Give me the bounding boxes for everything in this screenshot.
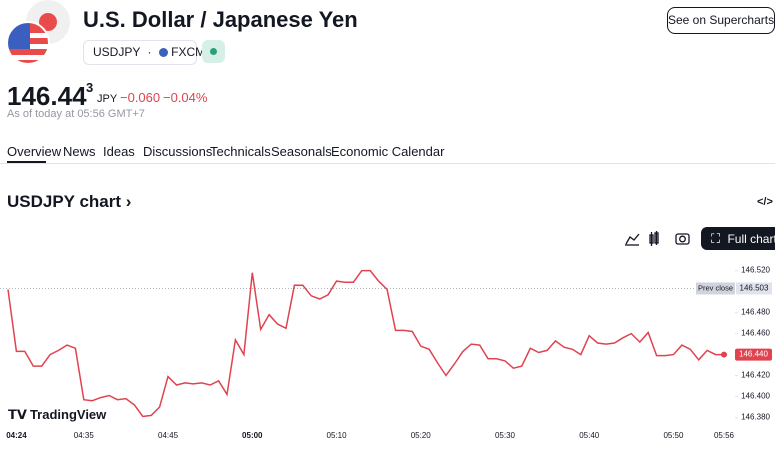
area-icon[interactable] bbox=[625, 233, 640, 246]
embed-icon[interactable]: </> bbox=[757, 196, 773, 208]
y-tick-label: 146.380 bbox=[741, 413, 770, 422]
market-status[interactable] bbox=[202, 40, 225, 63]
change-percent: −0.04% bbox=[163, 90, 208, 105]
prev-close-title: Prev close bbox=[698, 283, 733, 292]
exchange: FXCM bbox=[171, 45, 206, 59]
brand-logo: 𝗧𝗩 TradingView bbox=[8, 407, 107, 422]
prev-close-value: 146.503 bbox=[740, 284, 769, 293]
tab[interactable]: News bbox=[63, 144, 96, 159]
x-tick-label: 04:45 bbox=[158, 431, 179, 440]
brand: TradingView bbox=[29, 407, 107, 422]
title: U.S. Dollar / Japanese Yen bbox=[83, 7, 358, 32]
camera-icon[interactable] bbox=[675, 233, 690, 245]
x-tick-label: 05:10 bbox=[327, 431, 348, 440]
supercharts-button[interactable]: See on Supercharts bbox=[667, 7, 775, 34]
tab[interactable]: Seasonals bbox=[271, 144, 332, 159]
last-price-label: 146.440 bbox=[739, 350, 768, 359]
change: −0.060 bbox=[120, 90, 161, 105]
last-price-tag bbox=[735, 348, 772, 361]
currency: JPY bbox=[97, 93, 118, 105]
y-tick-label: 146.420 bbox=[741, 371, 770, 380]
prev-close-value-tag bbox=[736, 282, 772, 295]
tabs-divider bbox=[0, 163, 775, 164]
tab[interactable]: Technicals bbox=[210, 144, 271, 159]
last-point bbox=[721, 351, 727, 358]
flag-icons bbox=[6, 0, 70, 65]
separator: · bbox=[147, 45, 152, 59]
tab[interactable]: Economic Calendar bbox=[331, 144, 445, 159]
y-tick-label: 146.520 bbox=[741, 266, 770, 275]
symbol-chip[interactable]: USDJPY · FXCM ⌄ bbox=[83, 40, 223, 65]
price-sup: 3 bbox=[86, 80, 94, 95]
y-tick-label: 146.400 bbox=[741, 392, 770, 401]
x-tick-label: 05:56 bbox=[714, 431, 735, 440]
tab[interactable]: Discussions bbox=[143, 144, 213, 159]
tab[interactable]: Ideas bbox=[103, 144, 135, 159]
full-chart-button[interactable]: ⛶ Full chart bbox=[701, 227, 775, 250]
chart-title-text: USDJPY chart bbox=[7, 192, 122, 211]
chart-tools bbox=[625, 231, 690, 246]
tab-underline bbox=[7, 161, 46, 163]
chart-title[interactable]: USDJPY chart › bbox=[7, 192, 131, 212]
price-line bbox=[7, 269, 724, 418]
x-tick-label: 05:40 bbox=[579, 431, 600, 440]
x-tick-label: 04:24 bbox=[6, 431, 27, 440]
as-of: As of today at 05:56 GMT+7 bbox=[7, 108, 145, 120]
tab[interactable]: Overview bbox=[7, 144, 62, 159]
y-tick-label: 146.480 bbox=[741, 308, 770, 317]
x-tick-label: 05:50 bbox=[663, 431, 684, 440]
x-tick-label: 05:30 bbox=[495, 431, 516, 440]
chart: 146.520 146.480 146.460 146.420 146.400 146.3… bbox=[0, 266, 772, 440]
symbol: USDJPY bbox=[93, 45, 141, 59]
x-tick-label: 04:35 bbox=[74, 431, 95, 440]
price: 146.44 bbox=[7, 81, 87, 111]
prev-close-tag bbox=[696, 282, 735, 295]
full-chart-label: Full chart bbox=[727, 232, 775, 246]
chart-title-arrow: › bbox=[125, 192, 132, 211]
exchange-icon bbox=[158, 48, 168, 57]
x-tick-label: 05:00 bbox=[242, 431, 263, 440]
candles-icon[interactable] bbox=[649, 231, 659, 246]
x-tick-label: 05:20 bbox=[411, 431, 432, 440]
y-tick-label: 146.460 bbox=[741, 329, 770, 338]
